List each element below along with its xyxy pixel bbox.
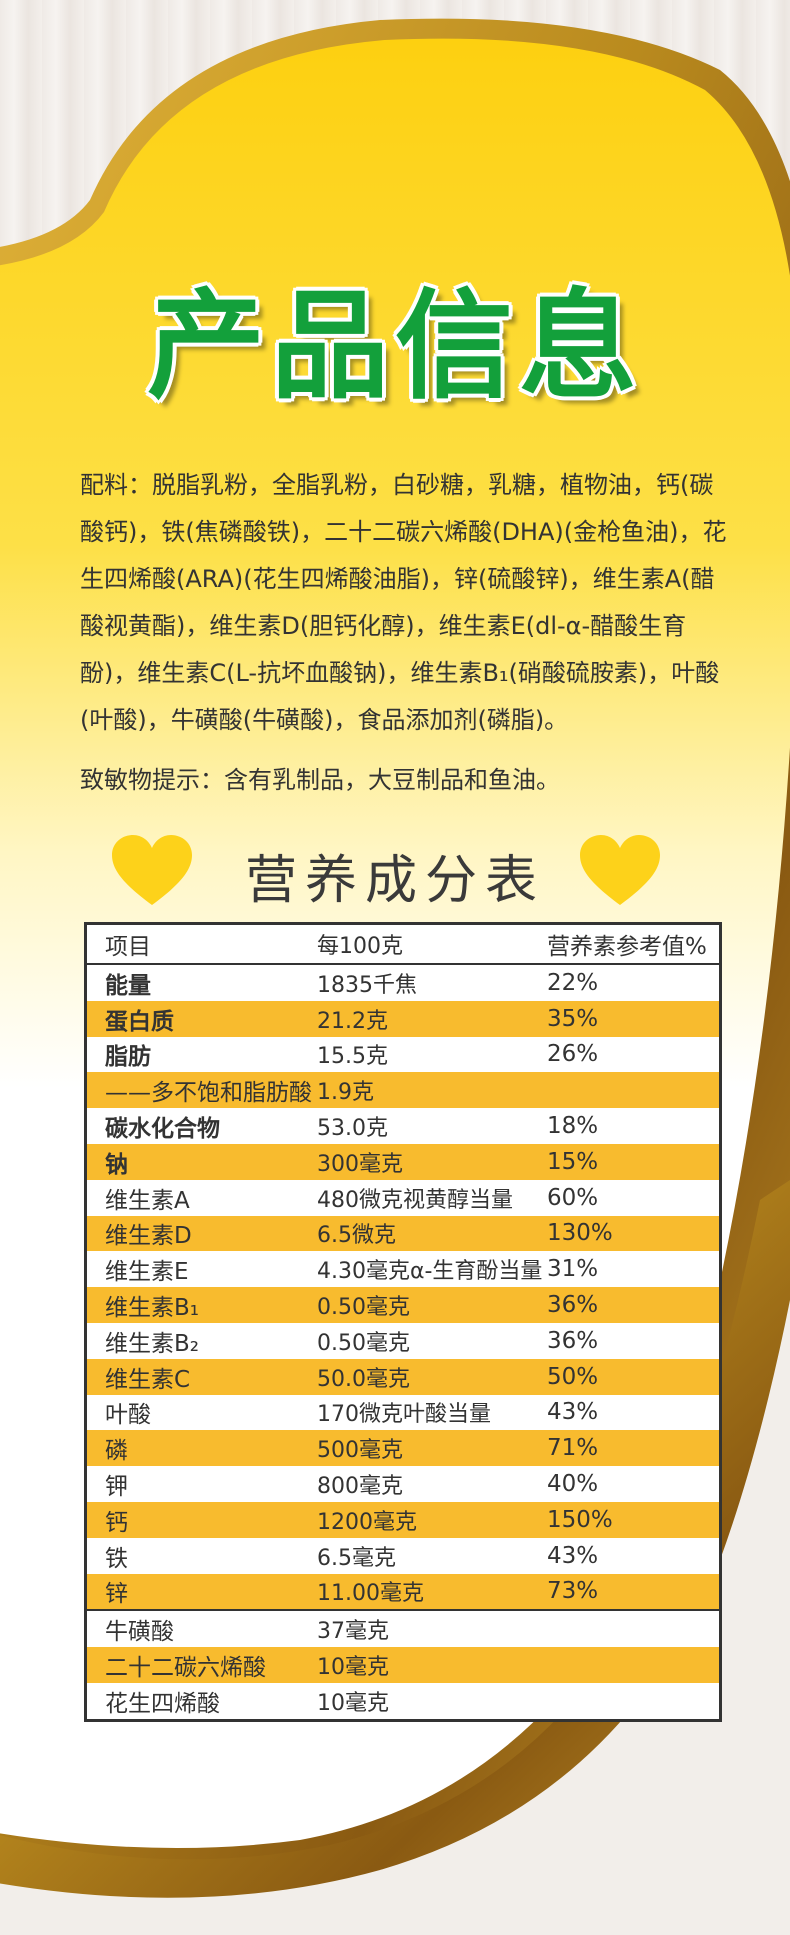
- row-amount: 6.5毫克: [317, 1545, 396, 1571]
- row-nrv: 150%: [547, 1506, 613, 1533]
- row-amount: 15.5克: [317, 1044, 388, 1070]
- row-nrv: 43%: [547, 1542, 599, 1569]
- row-amount: 10毫克: [317, 1655, 389, 1681]
- heart-icon: [580, 835, 660, 905]
- row-amount: 800毫克: [317, 1474, 403, 1500]
- table-row: 蛋白质 21.2克 35%: [87, 1000, 719, 1037]
- table-row: 钾 800毫克 40%: [87, 1466, 719, 1502]
- row-nrv: 50%: [547, 1363, 599, 1390]
- table-row: 钠 300毫克 15%: [87, 1143, 719, 1180]
- table-row: 铁 6.5毫克 43%: [87, 1538, 719, 1574]
- row-item: 牛磺酸: [105, 1619, 174, 1646]
- table-row: 锌 11.00毫克 73%: [87, 1573, 719, 1610]
- row-nrv: 73%: [547, 1578, 599, 1605]
- row-amount: 4.30毫克α-生育酚当量: [317, 1259, 543, 1285]
- table-row: 维生素B₂ 0.50毫克 36%: [87, 1323, 719, 1359]
- row-nrv: 26%: [547, 1041, 599, 1068]
- row-item: 花生四烯酸: [105, 1690, 220, 1717]
- row-item: 维生素B₂: [105, 1330, 199, 1357]
- table-row: 花生四烯酸 10毫克: [87, 1683, 719, 1719]
- page-title: 产品信息: [146, 277, 643, 415]
- row-nrv: 31%: [547, 1256, 599, 1283]
- header-nrv: 营养素参考值%: [547, 934, 707, 960]
- row-amount: 300毫克: [317, 1151, 403, 1177]
- row-amount: 500毫克: [317, 1438, 403, 1464]
- row-amount: 1.9克: [317, 1080, 374, 1106]
- table-row: 叶酸 170微克叶酸当量 43%: [87, 1395, 719, 1431]
- header-per-100g: 每100克: [317, 934, 403, 959]
- row-nrv: 36%: [547, 1292, 599, 1319]
- row-amount: 1200毫克: [317, 1509, 417, 1535]
- row-nrv: 22%: [547, 969, 599, 996]
- row-amount: 0.50毫克: [317, 1295, 410, 1321]
- row-nrv: 40%: [547, 1471, 599, 1498]
- row-amount: 0.50毫克: [317, 1330, 410, 1356]
- row-item: 钙: [105, 1509, 128, 1536]
- table-row: 牛磺酸 37毫克: [87, 1609, 719, 1647]
- table-row: 脂肪 15.5克 26%: [87, 1037, 719, 1073]
- row-nrv: 18%: [547, 1113, 599, 1140]
- row-amount: 1835千焦: [317, 972, 417, 998]
- heart-icon: [112, 835, 192, 905]
- row-amount: 11.00毫克: [317, 1581, 424, 1607]
- row-item: 钠: [105, 1151, 128, 1178]
- row-item: 维生素A: [105, 1187, 190, 1214]
- row-nrv: 35%: [547, 1005, 599, 1032]
- row-item: 二十二碳六烯酸: [105, 1655, 266, 1682]
- row-item: 磷: [105, 1438, 128, 1465]
- table-row: 维生素A 480微克视黄醇当量 60%: [87, 1180, 719, 1216]
- table-row: ——多不饱和脂肪酸 1.9克: [87, 1072, 719, 1109]
- row-amount: 10毫克: [317, 1690, 389, 1716]
- nutrition-table-heading: 营养成分表: [244, 851, 545, 911]
- allergen-notice: 致敏物提示：含有乳制品，大豆制品和鱼油。: [80, 766, 560, 794]
- table-row: 维生素D 6.5微克 130%: [87, 1215, 719, 1252]
- row-nrv: 15%: [547, 1148, 599, 1175]
- row-item: 碳水化合物: [105, 1116, 220, 1143]
- row-item: ——多不饱和脂肪酸: [105, 1080, 312, 1107]
- row-amount: 6.5微克: [317, 1223, 396, 1249]
- row-item: 铁: [105, 1545, 128, 1572]
- row-item: 维生素D: [105, 1223, 192, 1250]
- row-amount: 50.0毫克: [317, 1366, 410, 1392]
- row-amount: 37毫克: [317, 1619, 389, 1645]
- row-item: 维生素B₁: [105, 1295, 199, 1322]
- table-row: 二十二碳六烯酸 10毫克: [87, 1647, 719, 1683]
- row-item: 叶酸: [105, 1402, 151, 1429]
- ingredients-text: 配料：脱脂乳粉，全脂乳粉，白砂糖，乳糖，植物油，钙(碳酸钙)，铁(焦磷酸铁)，二…: [80, 471, 727, 734]
- row-nrv: 130%: [547, 1220, 613, 1247]
- table-row: 维生素C 50.0毫克 50%: [87, 1358, 719, 1395]
- row-item: 钾: [105, 1474, 128, 1501]
- row-item: 蛋白质: [105, 1008, 174, 1035]
- row-item: 维生素E: [105, 1259, 189, 1286]
- row-item: 维生素C: [105, 1366, 191, 1393]
- table-row: 维生素B₁ 0.50毫克 36%: [87, 1287, 719, 1323]
- row-amount: 53.0克: [317, 1116, 388, 1142]
- table-row: 钙 1200毫克 150%: [87, 1501, 719, 1538]
- header-item: 项目: [105, 934, 151, 960]
- row-amount: 170微克叶酸当量: [317, 1402, 491, 1428]
- row-item: 锌: [105, 1581, 128, 1608]
- row-nrv: 60%: [547, 1184, 599, 1211]
- table-row: 碳水化合物 53.0克 18%: [87, 1108, 719, 1144]
- table-row: 磷 500毫克 71%: [87, 1430, 719, 1467]
- row-item: 脂肪: [105, 1044, 151, 1071]
- row-amount: 21.2克: [317, 1008, 388, 1034]
- table-row: 维生素E 4.30毫克α-生育酚当量 31%: [87, 1251, 719, 1287]
- row-nrv: 43%: [547, 1399, 599, 1426]
- row-amount: 480微克视黄醇当量: [317, 1187, 513, 1213]
- nutrition-table: 项目 每100克 营养素参考值% 能量 1835千焦 22% 蛋白质 21.2克 35% 脂…: [84, 922, 722, 1722]
- row-nrv: 71%: [547, 1435, 599, 1462]
- row-nrv: 36%: [547, 1327, 599, 1354]
- table-header-row: 项目 每100克 营养素参考值%: [87, 925, 719, 965]
- table-row: 能量 1835千焦 22%: [87, 965, 719, 1001]
- row-item: 能量: [105, 972, 151, 999]
